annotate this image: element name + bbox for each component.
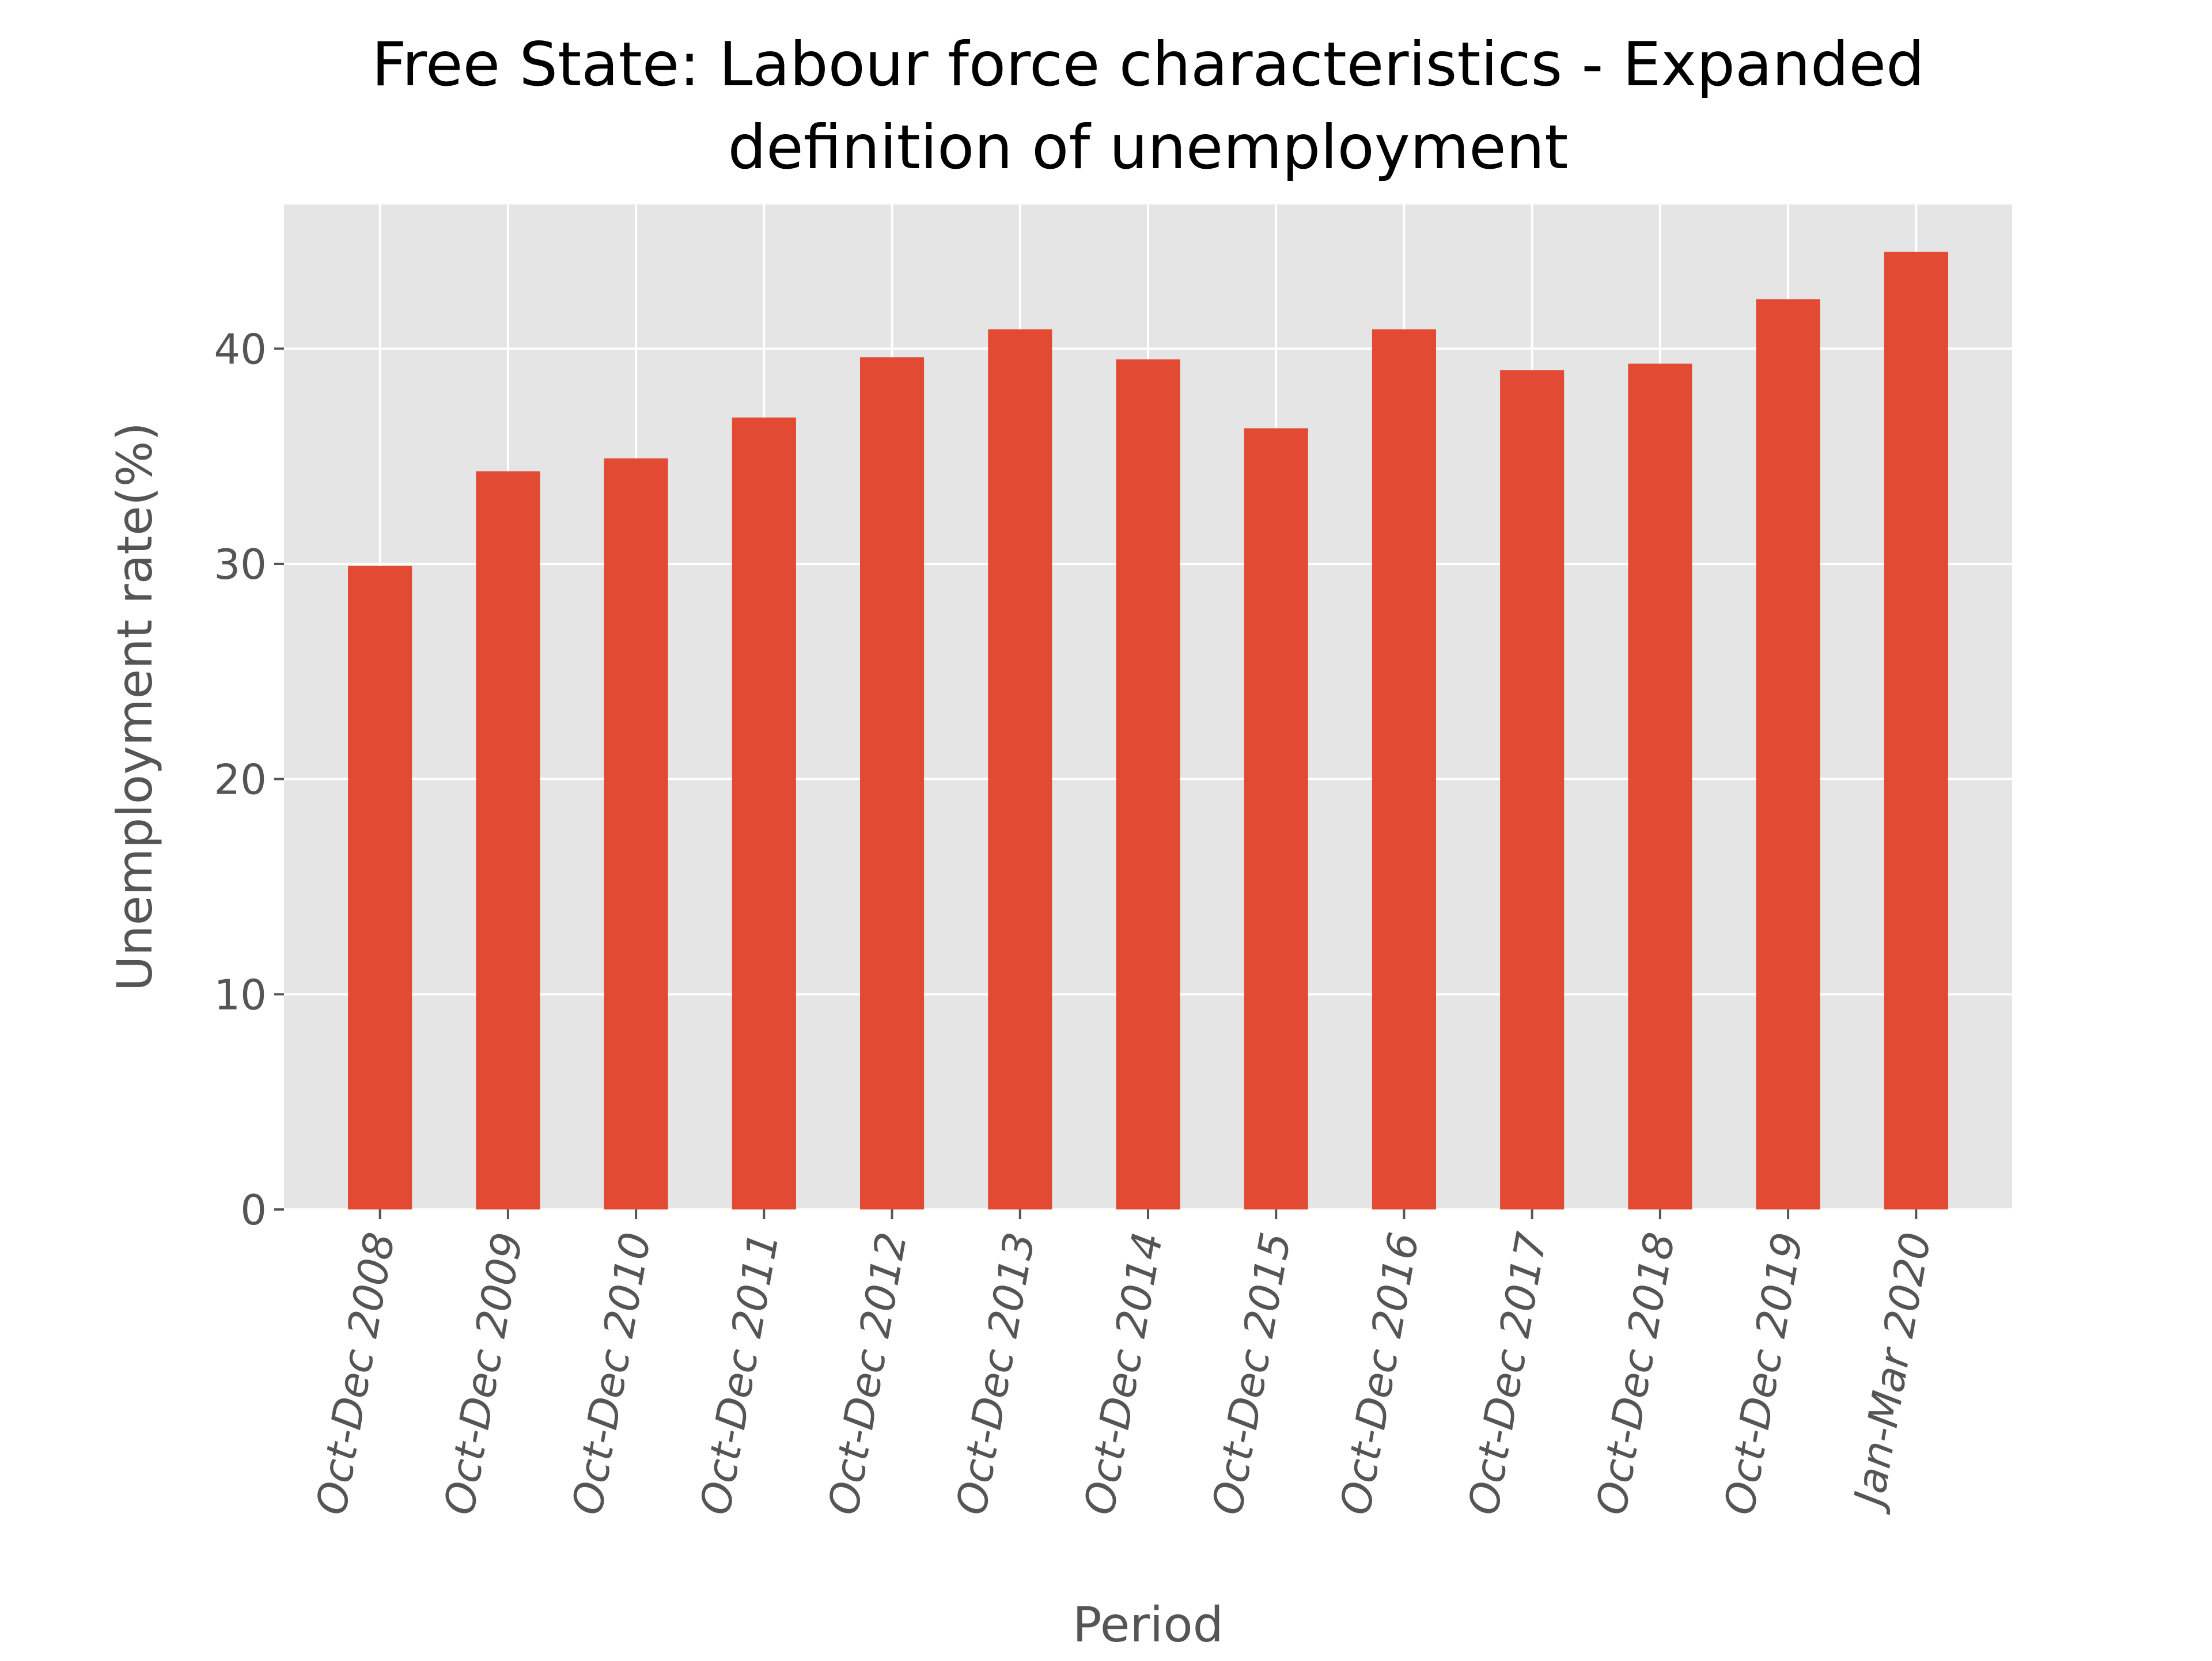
y-tick-label: 0 bbox=[240, 1186, 267, 1234]
bar bbox=[1884, 252, 1948, 1209]
x-tick-label: Oct-Dec 2018 bbox=[1587, 1228, 1684, 1518]
y-axis: 0 10 20 30 40 bbox=[214, 325, 284, 1234]
y-axis-label: Unemployment rate(%) bbox=[107, 422, 163, 991]
bar bbox=[604, 458, 668, 1209]
y-tick-label: 20 bbox=[214, 756, 267, 804]
x-tick-label: Oct-Dec 2016 bbox=[1331, 1228, 1428, 1518]
x-axis-label: Period bbox=[1073, 1596, 1224, 1653]
bar bbox=[732, 417, 796, 1209]
x-tick-label: Oct-Dec 2008 bbox=[307, 1228, 404, 1518]
x-tick-label: Oct-Dec 2015 bbox=[1203, 1228, 1300, 1518]
y-tick-label: 40 bbox=[214, 325, 267, 373]
bar bbox=[1500, 370, 1565, 1209]
bars bbox=[348, 252, 1948, 1209]
bar bbox=[860, 357, 925, 1209]
x-tick-label: Oct-Dec 2014 bbox=[1075, 1228, 1172, 1518]
bar bbox=[1756, 299, 1820, 1209]
x-tick-label: Oct-Dec 2013 bbox=[947, 1228, 1044, 1518]
bar bbox=[1628, 363, 1692, 1209]
x-tick-label: Oct-Dec 2010 bbox=[563, 1228, 660, 1518]
x-tick-label: Oct-Dec 2017 bbox=[1459, 1228, 1556, 1518]
bar bbox=[1372, 329, 1436, 1209]
bar bbox=[476, 471, 540, 1209]
x-tick-label: Oct-Dec 2011 bbox=[691, 1228, 788, 1518]
x-tick-label: Oct-Dec 2019 bbox=[1715, 1228, 1812, 1518]
y-tick-label: 30 bbox=[214, 540, 267, 589]
chart-title-line-2: definition of unemployment bbox=[728, 112, 1569, 183]
x-tick-label: Jan-Mar 2020 bbox=[1843, 1228, 1940, 1515]
bar bbox=[1116, 359, 1180, 1209]
y-tick-label: 10 bbox=[214, 970, 267, 1019]
bar bbox=[988, 329, 1052, 1209]
bar bbox=[1244, 428, 1308, 1209]
x-tick-label: Oct-Dec 2012 bbox=[819, 1228, 916, 1518]
x-axis: Oct-Dec 2008 Oct-Dec 2009 Oct-Dec 2010 Oct-… bbox=[307, 1209, 1940, 1518]
bar bbox=[348, 566, 412, 1209]
chart-title-line-1: Free State: Labour force characteristics… bbox=[372, 29, 1925, 100]
x-tick-label: Oct-Dec 2009 bbox=[435, 1228, 532, 1518]
